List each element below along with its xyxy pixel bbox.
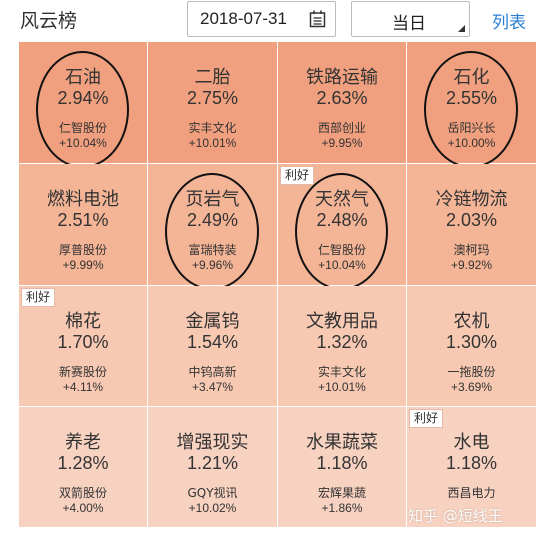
sector-change: 2.48% (316, 210, 368, 230)
sector-name: 水电 (453, 432, 490, 453)
sector-tile[interactable]: 水电 1.18% 西昌电力 利好 (407, 407, 536, 527)
good-news-badge: 利好 (280, 166, 315, 185)
sector-tile[interactable]: 增强现实 1.21% GQY视讯 +10.02% (148, 407, 277, 527)
list-view-link[interactable]: 列表 (492, 13, 526, 33)
sector-tile[interactable]: 二胎 2.75% 实丰文化 +10.01% (148, 42, 277, 163)
period-select[interactable]: 当日 (351, 1, 470, 37)
leading-stock-change: +10.02% (188, 501, 237, 515)
leading-stock: 澳柯玛 (453, 243, 490, 257)
sector-tile[interactable]: 文教用品 1.32% 实丰文化 +10.01% (278, 286, 406, 406)
leading-stock-change: +9.99% (62, 258, 104, 272)
sector-change: 1.30% (445, 332, 498, 352)
leading-stock: 岳阳兴长 (447, 121, 496, 135)
leading-stock: GQY视讯 (187, 486, 238, 500)
leading-stock: 西部创业 (317, 121, 366, 135)
leading-stock: 厚普股份 (58, 243, 107, 257)
sector-tile[interactable]: 水果蔬菜 1.18% 宏辉果蔬 +1.86% (278, 407, 406, 527)
good-news-badge: 利好 (21, 288, 56, 307)
date-picker[interactable]: 2018-07-31 (187, 1, 336, 37)
leading-stock-change: +9.96% (191, 258, 234, 272)
calendar-icon (309, 10, 326, 28)
leading-stock-change: +3.69% (450, 380, 493, 394)
sector-change: 1.28% (57, 453, 109, 473)
leading-stock: 双箭股份 (58, 486, 107, 500)
sector-name: 农机 (453, 311, 490, 332)
leading-stock-change: +9.92% (450, 258, 493, 272)
sector-change: 1.18% (445, 453, 498, 473)
sector-name: 燃料电池 (47, 189, 119, 210)
leading-stock-change: +10.01% (318, 380, 366, 394)
sector-tile[interactable]: 冷链物流 2.03% 澳柯玛 +9.92% (407, 164, 536, 285)
leading-stock-change: +3.47% (191, 380, 234, 394)
sector-tile[interactable]: 棉花 1.70% 新赛股份 +4.11% 利好 (19, 286, 147, 406)
sector-tile[interactable]: 石油 2.94% 仁智股份 +10.04% (19, 42, 147, 163)
leading-stock: 仁智股份 (317, 243, 366, 257)
sector-name: 石化 (453, 67, 490, 88)
page-title: 风云榜 (20, 10, 78, 32)
sector-change: 2.63% (316, 88, 368, 108)
sector-change: 1.18% (316, 453, 368, 473)
leading-stock: 富瑞特装 (188, 243, 237, 257)
sector-tile[interactable]: 铁路运输 2.63% 西部创业 +9.95% (278, 42, 406, 163)
sector-name: 文教用品 (306, 311, 378, 332)
sector-name: 石油 (65, 67, 101, 88)
leading-stock: 实丰文化 (317, 365, 366, 379)
sector-tile[interactable]: 石化 2.55% 岳阳兴长 +10.00% (407, 42, 536, 163)
sector-name: 棉花 (65, 311, 101, 332)
sector-change: 2.49% (186, 210, 239, 230)
dropdown-arrow-icon (458, 25, 465, 32)
period-value: 当日 (392, 14, 426, 34)
leading-stock-change: +10.00% (447, 136, 496, 150)
sector-name: 二胎 (194, 67, 231, 88)
sector-change: 1.32% (316, 332, 368, 352)
leading-stock-change: +10.04% (318, 258, 366, 272)
date-value: 2018-07-31 (200, 9, 287, 28)
sector-change: 1.54% (186, 332, 239, 352)
leading-stock-change: +4.00% (62, 501, 104, 515)
sector-change: 1.70% (57, 332, 109, 352)
sector-tile[interactable]: 天然气 2.48% 仁智股份 +10.04% 利好 (278, 164, 406, 285)
sector-change: 2.94% (57, 88, 109, 108)
sector-name: 增强现实 (176, 432, 249, 453)
leading-stock-change: +4.11% (62, 380, 104, 394)
sector-tile[interactable]: 页岩气 2.49% 富瑞特装 +9.96% (148, 164, 277, 285)
sector-name: 水果蔬菜 (306, 432, 378, 453)
sector-name: 冷链物流 (435, 189, 508, 210)
leading-stock: 西昌电力 (447, 486, 496, 500)
leading-stock-change: +1.86% (321, 501, 363, 515)
leading-stock-change: +10.01% (188, 136, 237, 150)
sector-tile[interactable]: 养老 1.28% 双箭股份 +4.00% (19, 407, 147, 527)
sector-tile[interactable]: 农机 1.30% 一拖股份 +3.69% (407, 286, 536, 406)
sector-name: 页岩气 (185, 189, 240, 210)
leading-stock-change: +10.04% (59, 136, 107, 150)
leading-stock: 新赛股份 (58, 365, 107, 379)
sector-name: 铁路运输 (306, 67, 378, 88)
sector-heatmap: 石油 2.94% 仁智股份 +10.04% 二胎 2.75% 实丰文化 +10.01% 铁路运输… (19, 42, 536, 527)
top-bar: 风云榜 2018-07-31 当日 列表 (0, 0, 554, 40)
leading-stock: 实丰文化 (188, 121, 237, 135)
sector-name: 金属钨 (185, 311, 240, 332)
leading-stock-change: +9.95% (321, 136, 363, 150)
sector-change: 2.75% (186, 88, 239, 108)
leading-stock: 中钨高新 (188, 365, 237, 379)
sector-tile[interactable]: 燃料电池 2.51% 厚普股份 +9.99% (19, 164, 147, 285)
sector-change: 1.21% (186, 453, 239, 473)
leading-stock: 宏辉果蔬 (317, 486, 366, 500)
sector-name: 养老 (65, 432, 101, 453)
sector-change: 2.55% (445, 88, 498, 108)
sector-change: 2.51% (57, 210, 109, 230)
sector-tile[interactable]: 金属钨 1.54% 中钨高新 +3.47% (148, 286, 277, 406)
good-news-badge: 利好 (409, 409, 444, 428)
leading-stock: 一拖股份 (447, 365, 496, 379)
leading-stock: 仁智股份 (58, 121, 107, 135)
watermark: 知乎 @短线王 (408, 507, 503, 525)
sector-name: 天然气 (315, 189, 369, 210)
sector-change: 2.03% (445, 210, 498, 230)
